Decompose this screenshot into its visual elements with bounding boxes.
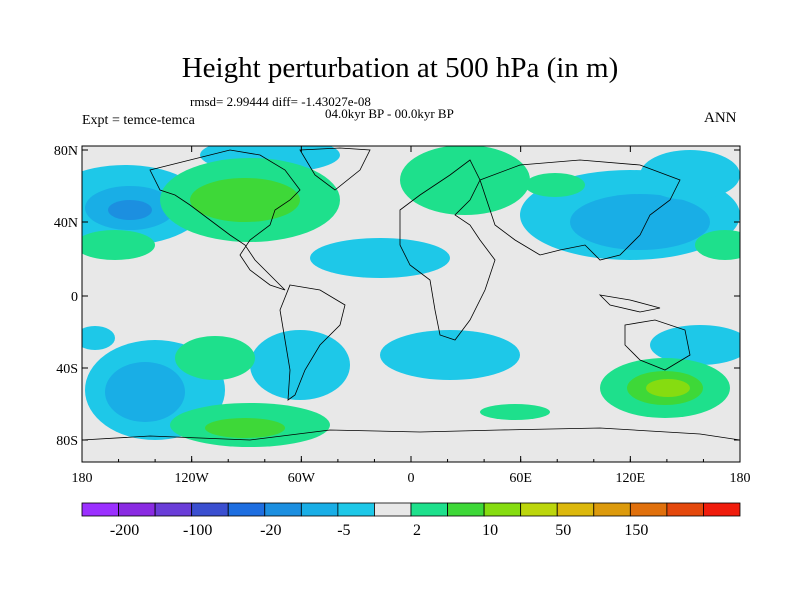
lon-label: 180 [72,471,93,486]
negative-contour-b1-9 [82,326,115,350]
negative-contour-b1-6 [250,330,350,400]
colorbar-label: 50 [555,522,571,539]
positive-contour-g1-3 [82,230,155,260]
positive-contour-g2-1 [205,418,285,438]
colorbar-swatch [629,502,668,517]
positive-contours [82,146,740,447]
colorbar-label: -200 [110,522,139,539]
map-title: Height perturbation at 500 hPa (in m) [181,52,619,84]
colorbar-swatch [593,502,631,517]
colorbar-swatches [81,502,741,517]
colorbar-label: 150 [624,522,648,539]
colorbar-label: 10 [482,522,498,539]
season-label: ANN [704,110,737,126]
colorbar-swatch [264,502,302,517]
positive-contour-g2-0 [190,178,300,222]
colorbar-swatch [227,502,266,517]
negative-contour-b1-8 [650,325,740,365]
colorbar-swatch [703,502,741,517]
lon-label: 120W [175,471,210,486]
colorbar-swatch [191,502,229,517]
colorbar-swatch [556,502,595,517]
lon-label: 0 [408,471,415,486]
longitude-labels: 180 120W 60W 0 60E 120E 180 [72,471,751,486]
colorbar-swatch [118,502,156,517]
negative-contour-b2-2 [105,362,185,422]
positive-contour-g1-5 [175,336,255,380]
lon-label: 180 [730,471,751,486]
contour-fields [82,146,740,462]
coastlines [82,147,740,441]
colorbar-label: 2 [413,522,421,539]
lat-label: 40S [56,362,78,377]
rmsd-diff-text: rmsd= 2.99444 diff= -1.43027e-08 [190,94,371,109]
period-text: 04.0kyr BP - 00.0kyr BP [325,106,454,121]
lat-label: 80S [56,434,78,449]
colorbar-swatch [447,502,485,517]
positive-contour-g1-4 [695,230,740,260]
negative-contour-b1-1 [310,238,450,278]
negative-contour-b3-0 [108,200,152,220]
lat-label: 80N [54,144,78,159]
colorbar-swatch [337,502,375,517]
colorbar-swatch [520,502,558,517]
positive-contour-g3-0 [646,379,690,397]
colorbar-swatch [154,502,193,517]
axis-ticks [81,146,741,462]
colorbar-swatch [666,502,704,517]
colorbar-label: -100 [183,522,212,539]
colorbar-labels: -200 -100 -20 -5 2 10 50 150 [110,522,648,539]
lon-label: 60E [509,471,532,486]
negative-contour-b1-3 [640,150,740,200]
colorbar-swatch [300,502,339,517]
colorbar-swatch [374,502,412,517]
negative-contour-b2-1 [570,194,710,250]
colorbar-swatch [483,502,522,517]
positive-contour-g1-8 [480,404,550,420]
experiment-label: Expt = temce-temca [82,113,195,128]
colorbar-label: -5 [337,522,350,539]
negative-contour-b1-7 [380,330,520,380]
lat-label: 40N [54,216,78,231]
lon-label: 60W [288,471,316,486]
colorbar-swatch [410,502,448,517]
positive-contour-g1-2 [525,173,585,197]
lat-label: 0 [71,290,78,305]
colorbar-label: -20 [260,522,281,539]
positive-contour-g1-1 [400,146,530,215]
lon-label: 120E [616,471,646,486]
colorbar-swatch [81,502,119,517]
latitude-labels: 80N 40N 0 40S 80S [54,144,78,449]
